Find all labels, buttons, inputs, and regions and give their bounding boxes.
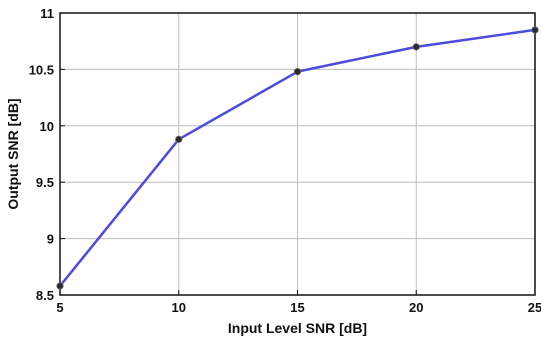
x-tick-label: 10 [172,300,186,315]
y-tick-label: 8.5 [36,288,54,303]
data-point [56,282,64,290]
y-tick-label: 10.5 [29,62,54,77]
x-tick-label: 5 [56,300,63,315]
data-point [175,135,183,143]
y-axis-label: Output SNR [dB] [5,98,21,209]
y-tick-label: 10 [40,119,54,134]
data-point [412,43,420,51]
x-tick-label: 20 [409,300,423,315]
y-tick-label: 9 [47,232,54,247]
y-tick-label: 11 [40,6,54,21]
y-tick-label: 9.5 [36,175,54,190]
data-point [531,26,539,34]
data-point [293,68,302,76]
grid-layer [60,13,535,295]
tick-layer: 5 10 15 20 25 8.5 9 9.5 10 10.5 11 [29,6,541,315]
x-tick-label: 25 [528,300,541,315]
x-axis-label: Input Level SNR [dB] [228,320,367,336]
series-layer [56,26,539,290]
x-tick-label: 15 [290,300,304,315]
